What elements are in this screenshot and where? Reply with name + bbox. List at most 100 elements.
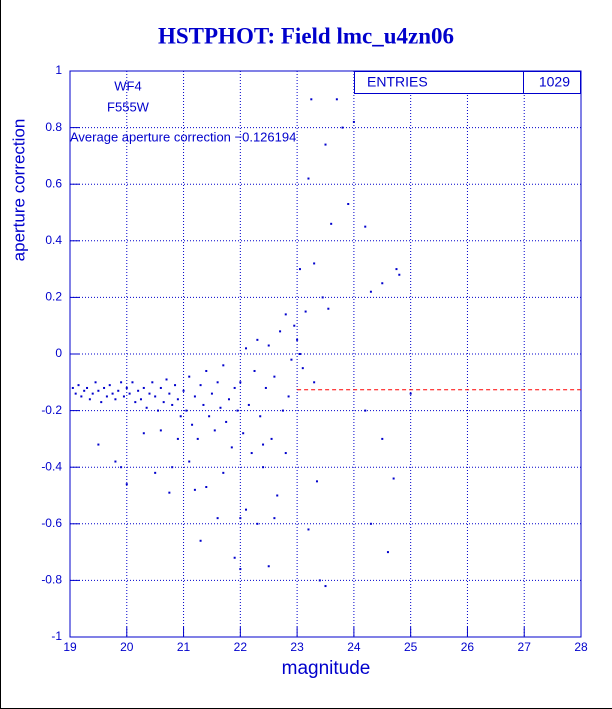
point [176, 398, 179, 401]
point [216, 381, 219, 384]
point [193, 488, 196, 491]
point [262, 466, 265, 469]
point [335, 98, 338, 101]
point [222, 364, 225, 367]
point [210, 392, 213, 395]
y-tick-label: -0.4 [41, 459, 62, 473]
point [154, 395, 157, 398]
point [222, 471, 225, 474]
y-tick-label: 0.4 [45, 233, 62, 247]
point [128, 392, 131, 395]
point [193, 395, 196, 398]
point [174, 384, 177, 387]
point [233, 386, 236, 389]
point [105, 395, 108, 398]
point [148, 392, 151, 395]
point [327, 307, 330, 310]
point [409, 392, 412, 395]
point [188, 375, 191, 378]
point [83, 389, 86, 392]
point [137, 389, 140, 392]
point [125, 386, 128, 389]
point [188, 460, 191, 463]
point [94, 381, 97, 384]
point [313, 262, 316, 265]
point [259, 415, 262, 418]
point [296, 338, 299, 341]
point [236, 409, 239, 412]
point [219, 406, 222, 409]
annotation: WF4 [114, 78, 141, 93]
point [369, 290, 372, 293]
point [253, 369, 256, 372]
x-axis-label: magnitude [282, 658, 371, 679]
y-tick-label: 1 [55, 63, 62, 77]
point [205, 369, 208, 372]
point [347, 203, 350, 206]
point [131, 381, 134, 384]
point [227, 398, 230, 401]
point [381, 282, 384, 285]
point [142, 432, 145, 435]
y-tick-label: 0.2 [45, 290, 62, 304]
stats-label: ENTRIES [367, 74, 428, 90]
point [279, 330, 282, 333]
point [159, 429, 162, 432]
y-tick-label: -0.2 [41, 403, 62, 417]
point [298, 268, 301, 271]
point [202, 403, 205, 406]
point [330, 222, 333, 225]
annotation: F555W [107, 99, 150, 114]
point [398, 273, 401, 276]
point [199, 539, 202, 542]
point [270, 437, 273, 440]
point [307, 177, 310, 180]
point [233, 556, 236, 559]
point [304, 310, 307, 313]
point [165, 378, 168, 381]
point [199, 384, 202, 387]
point [392, 477, 395, 480]
x-tick-label: 24 [347, 640, 361, 654]
point [318, 579, 321, 582]
point [245, 508, 248, 511]
point [321, 296, 324, 299]
point [225, 420, 228, 423]
point [139, 398, 142, 401]
point [230, 446, 233, 449]
point [111, 392, 114, 395]
point [381, 437, 384, 440]
point [159, 386, 162, 389]
point [267, 565, 270, 568]
point [191, 423, 194, 426]
point [74, 392, 77, 395]
point [273, 517, 276, 520]
point [276, 494, 279, 497]
point [125, 483, 128, 486]
point [256, 522, 259, 525]
point [91, 392, 94, 395]
point [88, 398, 91, 401]
point [239, 568, 242, 571]
point [162, 401, 165, 404]
point [287, 395, 290, 398]
point [103, 386, 106, 389]
point [86, 386, 89, 389]
stats-value: 1029 [539, 74, 570, 90]
point [151, 381, 154, 384]
point [245, 347, 248, 350]
chart-title: HSTPHOT: Field lmc_u4zn06 [158, 23, 454, 48]
x-tick-label: 27 [518, 640, 532, 654]
x-tick-label: 26 [461, 640, 475, 654]
point [264, 386, 267, 389]
point [154, 471, 157, 474]
point [298, 353, 301, 355]
point [120, 381, 123, 384]
point [256, 338, 259, 341]
point [262, 443, 265, 446]
x-tick-label: 28 [574, 640, 588, 654]
x-tick-label: 23 [290, 640, 304, 654]
point [216, 517, 219, 520]
point [213, 429, 216, 432]
